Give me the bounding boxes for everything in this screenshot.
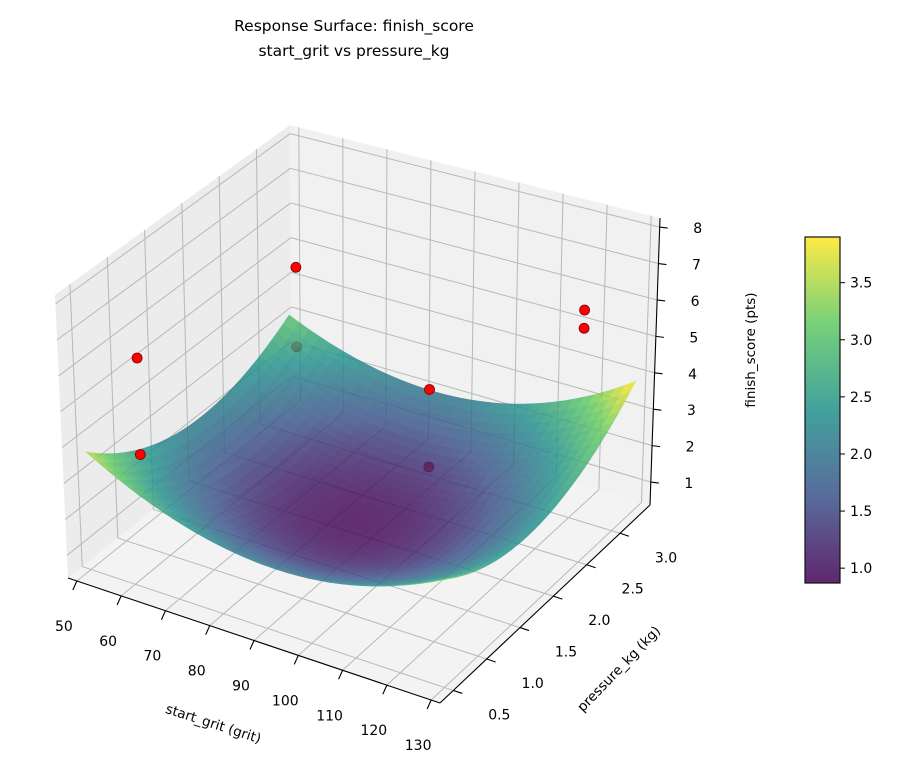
visible-points [131,261,590,460]
z-tick [657,299,666,302]
axis-lines [67,217,668,710]
x-tick-label: 50 [55,619,73,635]
x-tick [205,625,211,635]
z-axis-label: finish_score (pts) [743,292,759,407]
y-tick [486,658,496,663]
gridline-y-left [69,284,83,567]
z-tick [658,262,667,266]
x-tick [160,610,166,620]
x-tick [293,655,299,665]
gridline-y-floor [82,566,454,691]
y-tick [453,689,463,694]
colorbar-tick-label: 1.0 [850,561,872,577]
y-tick-label: 3.0 [655,550,677,566]
z-tick-label: 4 [688,367,697,383]
data-point [131,352,143,364]
data-point [290,261,302,273]
z-tick-label: 8 [693,221,702,237]
x-tick-label: 60 [99,634,117,650]
surface-patch [435,577,452,582]
gridline-x-back [640,215,652,503]
response-surface [85,314,637,587]
gridline-z-left [61,271,292,449]
z-tick [652,445,661,448]
z-tick [650,481,659,484]
x-tick-label: 100 [272,693,299,709]
z-tick [655,335,664,338]
x-tick-label: 90 [232,679,250,695]
chart-title: Response Surface: finish_score [234,17,474,36]
y-axis-line [439,504,651,704]
gridline-z-back [290,237,657,337]
colorbar-tick-label: 3.5 [850,276,872,292]
y-tick-label: 1.5 [555,645,577,661]
x-tick [426,699,432,710]
y-tick-label: 0.5 [488,707,510,723]
chart-subtitle: start_grit vs pressure_kg [258,42,449,61]
gridline-z-left [55,133,291,305]
gridline-x-floor [386,489,600,686]
x-tick-label: 70 [144,649,162,665]
colorbar-tick-label: 2.0 [850,447,872,463]
data-point [578,322,590,334]
z-tick-label: 5 [689,330,698,346]
gridline-z-left [56,167,291,341]
z-tick-label: 6 [691,294,700,310]
x-tick [338,670,344,680]
gridline-z-back [290,167,659,265]
x-tick-label: 80 [188,664,206,680]
data-point [579,304,590,316]
z-tick [654,372,663,375]
gridline-y-left [106,257,119,539]
z-tick-label: 2 [686,440,695,456]
gridline-z-left [60,237,292,413]
gridline-z-back [290,202,658,301]
colorbar-gradient [804,236,841,584]
data-point [134,449,146,460]
z-tick-label: 3 [687,403,696,419]
gridline-x-floor [430,502,642,701]
x-tick-label: 110 [316,708,343,724]
y-tick [519,627,530,632]
y-tick-label: 1.0 [522,676,544,692]
z-tick-label: 7 [692,258,701,274]
gridline-z-back [290,271,655,374]
colorbar-tick-label: 3.0 [850,333,872,349]
y-tick [553,595,563,600]
y-tick-label: 2.5 [622,582,644,598]
data-point [424,384,435,395]
gridline-y-floor [117,537,487,660]
x-axis-label: start_grit (grit) [164,701,263,747]
x-tick [382,684,388,695]
x-tick [72,580,78,591]
z-tick [653,408,662,411]
gridline-z-back [289,133,660,228]
colorbar: 1.0 1.5 2.0 2.5 3.0 3.5 [804,236,872,584]
colorbar-tick-label: 1.5 [850,504,872,520]
y-tick [619,532,630,537]
y-tick [586,564,596,569]
x-tick-label: 130 [405,738,432,754]
x-tick-label: 120 [360,723,387,739]
z-tick [659,226,668,229]
x-tick [249,640,255,650]
z-axis-line [649,217,661,506]
y-tick-label: 2.0 [588,613,610,629]
tick-labels: 50 60 70 80 90 100 110 120 130 0.5 1.0 1.5 2.0 2.5 3.0… [55,221,702,754]
colorbar-ticks: 1.0 1.5 2.0 2.5 3.0 3.5 [840,276,872,577]
x-tick [116,595,122,606]
colorbar-tick-label: 2.5 [850,390,872,406]
gridline-z-back [291,306,654,410]
y-axis-label: pressure_kg (kg) [574,623,664,715]
z-tick-label: 1 [684,476,693,492]
gridline-z-left [58,202,291,377]
